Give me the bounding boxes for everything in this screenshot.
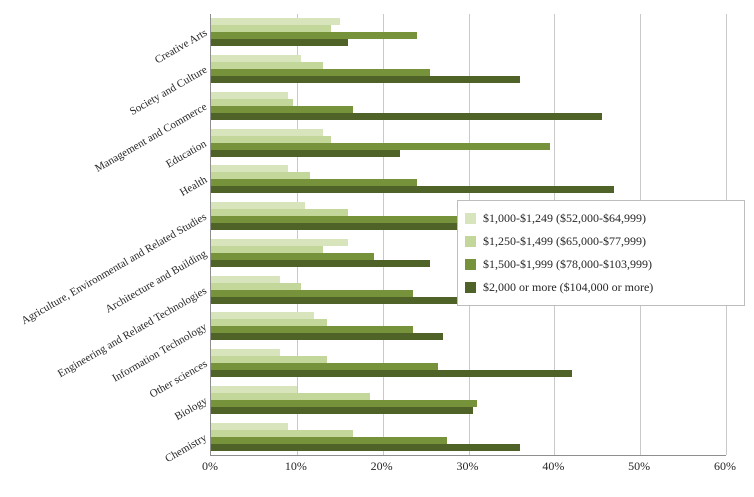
bar: [211, 406, 473, 414]
x-axis-tick-label: 30%: [456, 459, 479, 473]
bar: [211, 370, 572, 378]
y-axis-category-label: Engineering and Related Technologies: [55, 284, 210, 380]
bar: [211, 399, 478, 407]
x-axis-tick-label: 50%: [628, 459, 651, 473]
bar: [211, 202, 306, 210]
bar: [211, 128, 323, 136]
bar-group: [211, 345, 726, 382]
y-axis-category-label: Agriculture, Environmental and Related S…: [19, 210, 210, 328]
bar: [211, 105, 353, 113]
bar-group: [211, 418, 726, 455]
bar: [211, 296, 623, 304]
bar: [211, 216, 460, 224]
legend-items: $1,000-$1,249 ($52,000-$64,999) $1,250-$1…: [465, 207, 737, 299]
legend-label: $2,000 or more ($104,000 or more): [483, 280, 654, 294]
bar: [211, 443, 520, 451]
x-axis-tick-label: 60%: [714, 459, 736, 473]
y-axis-category-label: Other sciences: [147, 357, 209, 401]
legend-label: $1,500-$1,999 ($78,000-$103,999): [483, 257, 652, 271]
bar: [211, 91, 289, 99]
bar-groups: [211, 14, 726, 455]
bar: [211, 209, 349, 217]
bar: [211, 363, 439, 371]
bar: [211, 259, 430, 267]
bar: [211, 172, 310, 180]
bar: [211, 326, 413, 334]
bar: [211, 98, 293, 106]
y-axis-category-label: Creative Arts: [152, 27, 209, 67]
bar-group: [211, 88, 726, 125]
y-axis-category-label: Information Technology: [110, 321, 209, 386]
bar: [211, 25, 332, 33]
bar: [211, 422, 289, 430]
legend-item: $2,000 or more ($104,000 or more): [465, 276, 737, 299]
bar: [211, 245, 323, 253]
x-axis-tick-label: 20%: [370, 459, 393, 473]
bar: [211, 392, 370, 400]
bar: [211, 282, 302, 290]
bar: [211, 186, 615, 194]
legend-swatch: [465, 213, 476, 224]
gridline: [296, 14, 298, 455]
bar: [211, 349, 280, 357]
bar: [211, 18, 340, 26]
legend-label: $1,000-$1,249 ($52,000-$64,999): [483, 211, 646, 225]
bar: [211, 69, 430, 77]
bar: [211, 385, 297, 393]
bar: [211, 223, 465, 231]
bar: [211, 319, 327, 327]
y-axis-category-label: Society and Culture: [127, 63, 209, 119]
bar-group: [211, 271, 726, 308]
bar-group: [211, 51, 726, 88]
bar: [211, 179, 417, 187]
legend-item: $1,000-$1,249 ($52,000-$64,999): [465, 207, 737, 230]
y-axis-category-label: Biology: [172, 394, 209, 423]
legend: $1,000-$1,249 ($52,000-$64,999) $1,250-$1…: [457, 200, 745, 306]
bar: [211, 238, 349, 246]
y-axis-category-label: Management and Commerce: [92, 100, 209, 175]
bar-group: [211, 308, 726, 345]
bar: [211, 165, 289, 173]
bar: [211, 112, 602, 120]
bar: [211, 142, 551, 150]
x-axis: 0% 10% 20% 30% 40% 50% 60%: [202, 459, 736, 477]
y-axis-category-label: Health: [177, 174, 209, 200]
x-axis-tick-label: 0%: [202, 459, 218, 473]
bar: [211, 436, 448, 444]
x-axis-tick-label: 10%: [284, 459, 307, 473]
bar: [211, 356, 327, 364]
bar: [211, 62, 323, 70]
bar: [211, 429, 353, 437]
bar: [211, 312, 314, 320]
y-axis-category-label: Education: [164, 137, 209, 171]
bar: [211, 149, 400, 157]
gridline: [382, 14, 384, 455]
legend-swatch: [465, 236, 476, 247]
bar: [211, 333, 443, 341]
bar: [211, 39, 349, 47]
legend-item: $1,500-$1,999 ($78,000-$103,999): [465, 253, 737, 276]
bar-group: [211, 124, 726, 161]
legend-swatch: [465, 282, 476, 293]
bar: [211, 275, 280, 283]
bar: [211, 252, 375, 260]
bar: [211, 289, 413, 297]
bar-group: [211, 161, 726, 198]
plot-area: [210, 14, 727, 456]
x-axis-tick-label: 40%: [542, 459, 565, 473]
bar-group: [211, 235, 726, 272]
legend-label: $1,250-$1,499 ($65,000-$77,999): [483, 234, 646, 248]
bar-group: [211, 382, 726, 419]
y-axis-category-label: Architecture and Building: [103, 247, 209, 316]
bar: [211, 76, 520, 84]
bar: [211, 135, 332, 143]
bar: [211, 32, 417, 40]
legend-swatch: [465, 259, 476, 270]
legend-item: $1,250-$1,499 ($65,000-$77,999): [465, 230, 737, 253]
bar: [211, 55, 302, 63]
bar-group: [211, 14, 726, 51]
bar-group: [211, 198, 726, 235]
